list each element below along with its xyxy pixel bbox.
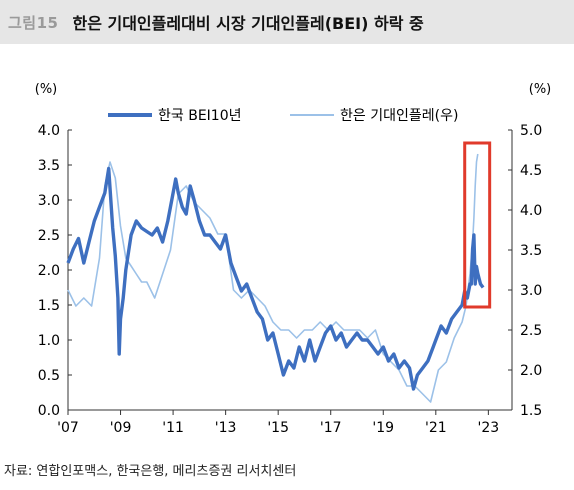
right-tick-label: 5.0 xyxy=(520,123,542,139)
right-tick-label: 4.0 xyxy=(520,203,542,219)
x-tick-label: '15 xyxy=(267,420,289,436)
right-tick-label: 3.5 xyxy=(520,243,542,259)
left-tick-label: 0.5 xyxy=(38,368,60,384)
x-tick-label: '17 xyxy=(320,420,342,436)
x-tick-label: '07 xyxy=(57,420,79,436)
highlight-box xyxy=(463,141,492,309)
right-tick-label: 1.5 xyxy=(520,403,542,419)
figure-number: 그림15 xyxy=(8,13,59,32)
left-tick-label: 0.0 xyxy=(38,403,60,419)
chart: (%) (%) 0.0 0.5 1.0 1.5 2.0 2.5 3.0 3.5 4.0 1.5 2.0 2… xyxy=(35,82,552,436)
x-tick-label: '23 xyxy=(478,420,500,436)
x-tick-label: '19 xyxy=(372,420,394,436)
legend-label-bei: 한국 BEI10년 xyxy=(158,108,241,124)
series-line-bei xyxy=(66,166,485,391)
right-tick-label: 2.5 xyxy=(520,323,542,339)
left-tick-label: 2.0 xyxy=(38,263,60,279)
source-note: 자료: 연합인포맥스, 한국은행, 메리츠증권 리서치센터 xyxy=(4,464,297,479)
left-unit-label: (%) xyxy=(35,82,58,97)
x-tick-label: '21 xyxy=(425,420,447,436)
right-tick-label: 4.5 xyxy=(520,163,542,179)
page-title: 한은 기대인플레대비 시장 기대인플레(BEI) 하락 중 xyxy=(72,14,424,33)
left-tick-label: 1.5 xyxy=(38,298,60,314)
right-tick-label: 2.0 xyxy=(520,363,542,379)
axis-layer: (%) (%) 0.0 0.5 1.0 1.5 2.0 2.5 3.0 3.5 4.0 1.5 2.0 2… xyxy=(35,82,552,436)
legend-label-boc-expectation: 한은 기대인플레(우) xyxy=(340,108,458,124)
left-tick-label: 3.0 xyxy=(38,193,60,209)
series-layer xyxy=(66,153,485,403)
x-tick-label: '13 xyxy=(215,420,237,436)
left-tick-label: 2.5 xyxy=(38,228,60,244)
x-tick-label: '09 xyxy=(110,420,132,436)
series-line-boc-expectation xyxy=(67,153,479,403)
left-tick-label: 1.0 xyxy=(38,333,60,349)
x-tick-label: '11 xyxy=(162,420,184,436)
left-tick-label: 4.0 xyxy=(38,123,60,139)
legend: 한국 BEI10년 한은 기대인플레(우) xyxy=(108,108,458,124)
right-unit-label: (%) xyxy=(529,82,552,97)
right-tick-label: 3.0 xyxy=(520,283,542,299)
left-tick-label: 3.5 xyxy=(38,158,60,174)
title-bar: 그림15 한은 기대인플레대비 시장 기대인플레(BEI) 하락 중 xyxy=(0,0,574,44)
